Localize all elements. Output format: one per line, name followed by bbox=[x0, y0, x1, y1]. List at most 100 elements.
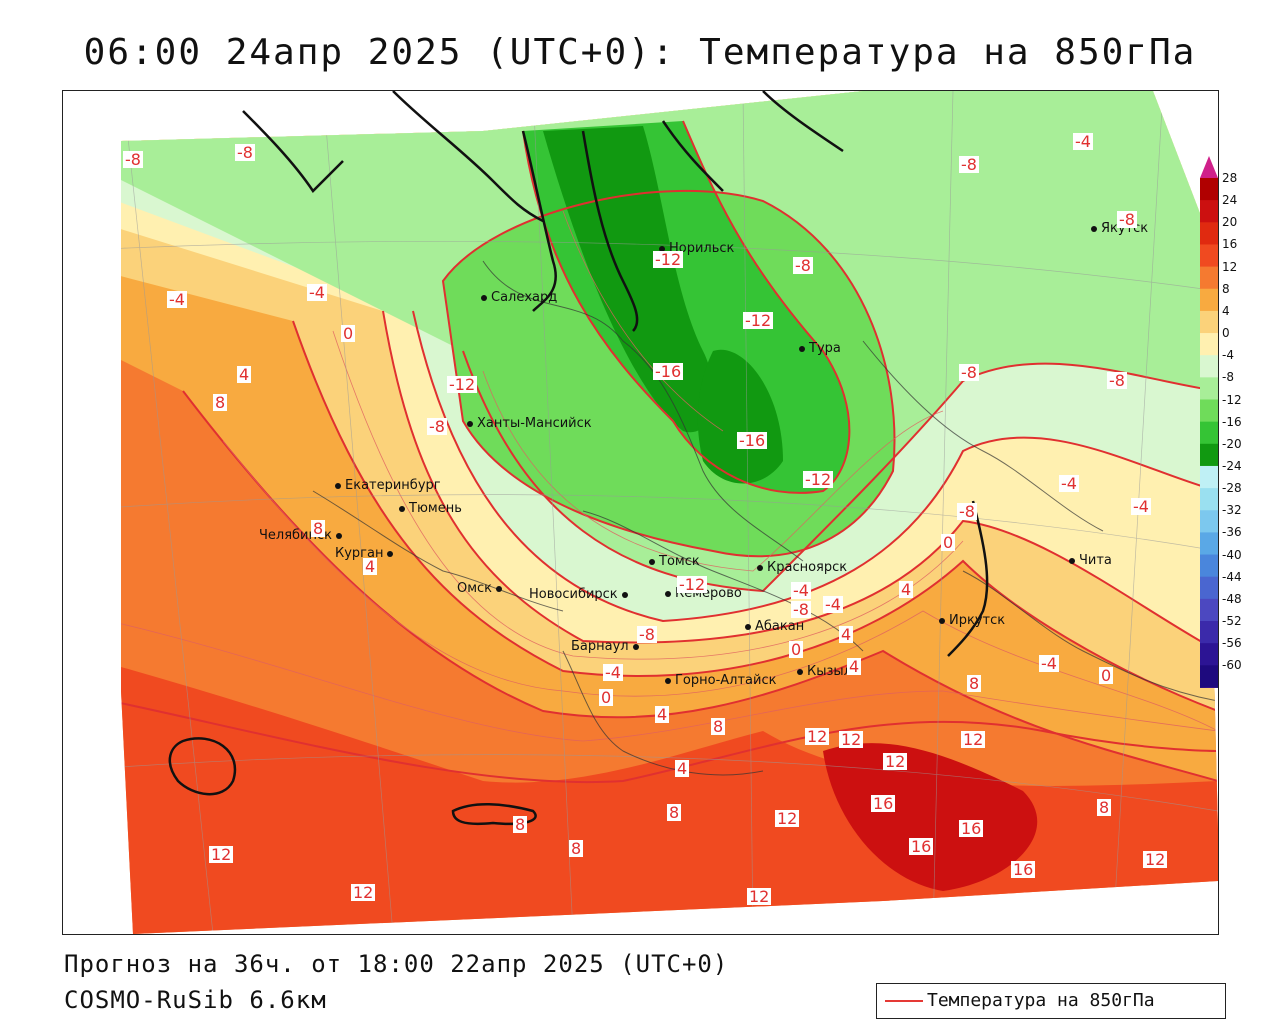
isotherm-label: -4 bbox=[307, 283, 327, 302]
city-marker bbox=[632, 643, 639, 650]
colorbar-tick-label: -44 bbox=[1222, 569, 1242, 584]
isotherm-label: 0 bbox=[599, 688, 614, 707]
isotherm-label: -12 bbox=[653, 250, 684, 269]
colorbar-tick-label: 12 bbox=[1222, 259, 1238, 274]
isotherm-label: 8 bbox=[967, 674, 982, 693]
legend-line-swatch bbox=[885, 1000, 923, 1002]
city-label: Омск bbox=[457, 581, 493, 596]
colorbar-tick-label: 20 bbox=[1222, 215, 1238, 230]
city-label: Екатеринбург bbox=[345, 478, 441, 493]
isotherm-label: 12 bbox=[805, 727, 830, 746]
city-abakan: Абакан bbox=[745, 619, 804, 634]
city-barnaul: Барнаул bbox=[571, 639, 643, 654]
city-marker bbox=[745, 623, 751, 630]
isotherm-label: -4 bbox=[1059, 474, 1079, 493]
city-marker bbox=[665, 590, 671, 597]
city-marker bbox=[649, 558, 655, 565]
isotherm-label: 8 bbox=[311, 519, 326, 538]
colorbar-swatch bbox=[1200, 178, 1218, 201]
isotherm-label: -8 bbox=[427, 417, 447, 436]
isotherm-label: -12 bbox=[803, 470, 834, 489]
colorbar bbox=[1200, 156, 1218, 688]
isotherm-label: -16 bbox=[653, 362, 684, 381]
colorbar-tick-label: 0 bbox=[1222, 326, 1230, 341]
isotherm-label: -4 bbox=[1073, 132, 1093, 151]
isotherm-label: 0 bbox=[341, 324, 356, 343]
temperature-field bbox=[121, 91, 1218, 934]
isotherm-label: -4 bbox=[603, 663, 623, 682]
city-yekaterinburg: Екатеринбург bbox=[335, 478, 441, 493]
isotherm-label: 4 bbox=[363, 557, 378, 576]
colorbar-swatch bbox=[1200, 532, 1218, 556]
isotherm-label: 12 bbox=[775, 809, 800, 828]
colorbar-swatch bbox=[1200, 598, 1218, 622]
colorbar-tick-label: -4 bbox=[1222, 348, 1234, 363]
isotherm-label: 4 bbox=[839, 625, 854, 644]
legend: Температура на 850гПа bbox=[876, 983, 1226, 1019]
colorbar-swatch bbox=[1200, 665, 1218, 688]
city-norilsk: Норильск bbox=[659, 241, 734, 256]
colorbar-swatch bbox=[1200, 244, 1218, 268]
colorbar-swatch bbox=[1200, 465, 1218, 489]
isotherm-label: 4 bbox=[899, 580, 914, 599]
isotherm-label: 8 bbox=[1097, 798, 1112, 817]
colorbar-swatch bbox=[1200, 510, 1218, 533]
colorbar-swatch bbox=[1200, 621, 1218, 644]
isotherm-label: -12 bbox=[677, 575, 708, 594]
isotherm-label: -8 bbox=[637, 625, 657, 644]
isotherm-label: -8 bbox=[959, 155, 979, 174]
city-label: Норильск bbox=[669, 241, 735, 256]
city-kyzyl: Кызыл bbox=[797, 664, 852, 679]
colorbar-min-arrow bbox=[1200, 687, 1218, 688]
colorbar-swatch bbox=[1200, 643, 1218, 666]
city-omsk: Омск bbox=[457, 581, 506, 596]
city-label: Чита bbox=[1079, 553, 1112, 568]
colorbar-tick-label: -20 bbox=[1222, 436, 1242, 451]
isotherm-label: 8 bbox=[513, 815, 528, 834]
city-label: Тюмень bbox=[409, 501, 462, 516]
isotherm-label: 12 bbox=[839, 730, 864, 749]
colorbar-swatch bbox=[1200, 399, 1218, 423]
city-kurgan: Курган bbox=[335, 546, 397, 561]
isotherm-label: -8 bbox=[791, 600, 811, 619]
city-tomsk: Томск bbox=[649, 554, 700, 569]
city-label: Кызыл bbox=[807, 664, 852, 679]
isotherm-label: -12 bbox=[447, 375, 478, 394]
isotherm-label: 4 bbox=[847, 657, 862, 676]
colorbar-tick-label: -24 bbox=[1222, 458, 1242, 473]
city-khanty-mansiysk: Ханты-Мансийск bbox=[467, 416, 592, 431]
city-marker bbox=[335, 482, 341, 489]
isotherm-label: 0 bbox=[941, 533, 956, 552]
isotherm-label: 16 bbox=[1011, 860, 1036, 879]
isotherm-label: 16 bbox=[909, 837, 934, 856]
isotherm-label: 4 bbox=[655, 705, 670, 724]
colorbar-tick-label: -8 bbox=[1222, 370, 1234, 385]
city-tura: Тура bbox=[799, 341, 841, 356]
city-chelyabinsk: Челябинск bbox=[259, 528, 346, 543]
isotherm-label: 12 bbox=[961, 730, 986, 749]
colorbar-tick-label: 8 bbox=[1222, 281, 1230, 296]
colorbar-tick-label: -12 bbox=[1222, 392, 1242, 407]
city-label: Красноярск bbox=[767, 560, 848, 575]
colorbar-tick-label: 16 bbox=[1222, 237, 1238, 252]
city-label: Новосибирск bbox=[529, 587, 618, 602]
isotherm-label: 0 bbox=[1099, 666, 1114, 685]
city-marker bbox=[799, 345, 805, 352]
model-name: COSMO-RuSib 6.6км bbox=[64, 986, 327, 1014]
colorbar-swatch bbox=[1200, 288, 1218, 312]
isotherm-label: 12 bbox=[351, 883, 376, 902]
colorbar-swatch bbox=[1200, 333, 1218, 356]
isotherm-label: -4 bbox=[1131, 497, 1151, 516]
city-irkutsk: Иркутск bbox=[939, 613, 1005, 628]
isotherm-label: 8 bbox=[667, 803, 682, 822]
isotherm-label: 8 bbox=[711, 717, 726, 736]
colorbar-swatch bbox=[1200, 222, 1218, 245]
colorbar-tick-label: -28 bbox=[1222, 481, 1242, 496]
city-marker bbox=[336, 532, 343, 539]
isotherm-label: -4 bbox=[1039, 654, 1059, 673]
isotherm-label: -8 bbox=[1107, 371, 1127, 390]
city-chita: Чита bbox=[1069, 553, 1112, 568]
city-marker bbox=[797, 668, 803, 675]
city-salekhard: Салехард bbox=[481, 290, 557, 305]
colorbar-tick-label: 24 bbox=[1222, 193, 1238, 208]
